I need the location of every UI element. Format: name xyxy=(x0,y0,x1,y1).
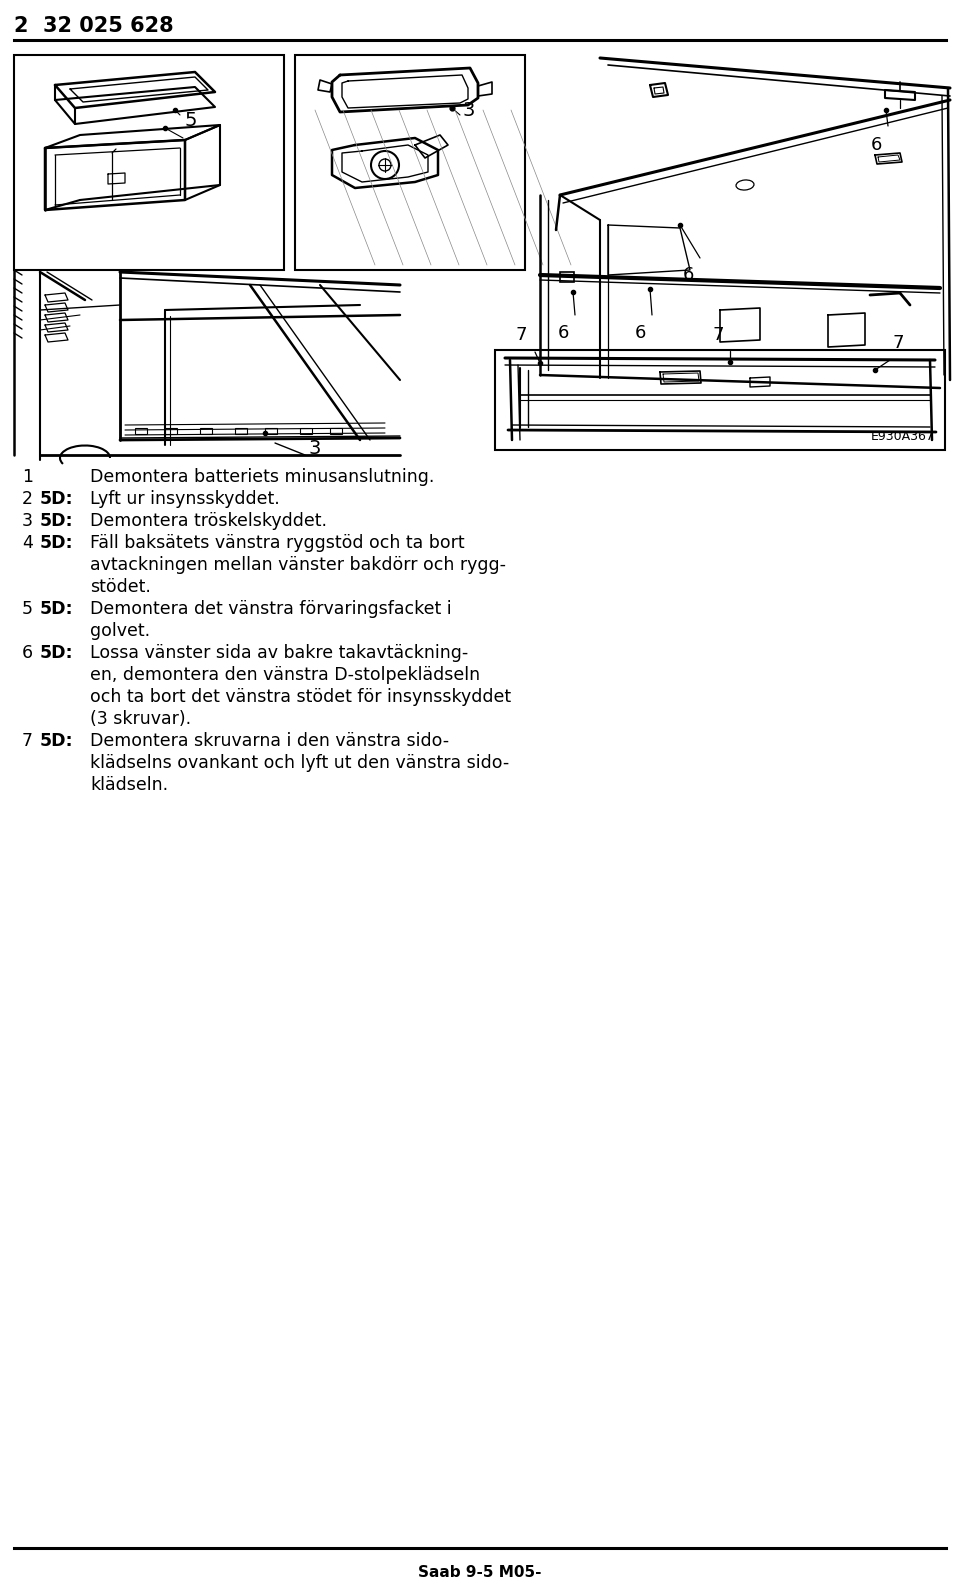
Text: Demontera batteriets minusanslutning.: Demontera batteriets minusanslutning. xyxy=(90,468,434,486)
Text: 5D:: 5D: xyxy=(40,600,74,618)
Text: Lyft ur insynsskyddet.: Lyft ur insynsskyddet. xyxy=(90,490,279,508)
Text: 6: 6 xyxy=(871,135,881,154)
Text: Lossa vänster sida av bakre takavtäckning-: Lossa vänster sida av bakre takavtäcknin… xyxy=(90,645,468,662)
Bar xyxy=(330,428,342,435)
Text: 7: 7 xyxy=(712,326,724,344)
Text: 5D:: 5D: xyxy=(40,645,74,662)
Text: 5D:: 5D: xyxy=(40,513,74,530)
Text: Demontera tröskelskyddet.: Demontera tröskelskyddet. xyxy=(90,513,327,530)
Text: klädseln.: klädseln. xyxy=(90,775,168,794)
Bar xyxy=(495,350,945,451)
Text: Demontera skruvarna i den vänstra sido-: Demontera skruvarna i den vänstra sido- xyxy=(90,732,449,750)
Text: 5: 5 xyxy=(22,600,33,618)
Bar xyxy=(560,272,574,282)
Bar xyxy=(265,428,277,435)
Bar xyxy=(235,428,247,435)
Text: en, demontera den vänstra D-stolpeklädseln: en, demontera den vänstra D-stolpeklädse… xyxy=(90,665,480,685)
Text: 4: 4 xyxy=(22,533,33,552)
Text: 3: 3 xyxy=(308,438,321,457)
Text: och ta bort det vänstra stödet för insynsskyddet: och ta bort det vänstra stödet för insyn… xyxy=(90,688,511,705)
Bar xyxy=(300,428,312,435)
Text: Saab 9-5 M05-: Saab 9-5 M05- xyxy=(419,1565,541,1579)
Text: 3: 3 xyxy=(22,513,33,530)
Text: 5D:: 5D: xyxy=(40,490,74,508)
Text: golvet.: golvet. xyxy=(90,622,150,640)
Text: Demontera det vänstra förvaringsfacket i: Demontera det vänstra förvaringsfacket i xyxy=(90,600,451,618)
Text: 7: 7 xyxy=(892,334,903,352)
Text: stödet.: stödet. xyxy=(90,578,151,595)
Text: 5D:: 5D: xyxy=(40,533,74,552)
Text: 3: 3 xyxy=(462,100,474,119)
Text: 6: 6 xyxy=(635,325,646,342)
Text: 7: 7 xyxy=(516,326,527,344)
Text: 1: 1 xyxy=(22,468,33,486)
Bar xyxy=(295,56,525,271)
Text: E930A367: E930A367 xyxy=(871,430,935,443)
Bar xyxy=(14,56,284,271)
Text: 5D:: 5D: xyxy=(40,732,74,750)
Bar xyxy=(165,428,177,435)
Text: avtackningen mellan vänster bakdörr och rygg-: avtackningen mellan vänster bakdörr och … xyxy=(90,556,506,575)
Text: klädselns ovankant och lyft ut den vänstra sido-: klädselns ovankant och lyft ut den vänst… xyxy=(90,755,509,772)
Text: 2  32 025 628: 2 32 025 628 xyxy=(14,16,174,37)
Text: (3 skruvar).: (3 skruvar). xyxy=(90,710,191,728)
Text: Fäll baksätets vänstra ryggstöd och ta bort: Fäll baksätets vänstra ryggstöd och ta b… xyxy=(90,533,465,552)
Text: 2: 2 xyxy=(22,490,33,508)
Text: 6: 6 xyxy=(22,645,34,662)
Text: 5: 5 xyxy=(185,110,198,129)
Text: 6: 6 xyxy=(683,266,694,283)
Bar xyxy=(200,428,212,435)
Bar xyxy=(135,428,147,435)
Text: 7: 7 xyxy=(22,732,33,750)
Text: 6: 6 xyxy=(558,325,568,342)
